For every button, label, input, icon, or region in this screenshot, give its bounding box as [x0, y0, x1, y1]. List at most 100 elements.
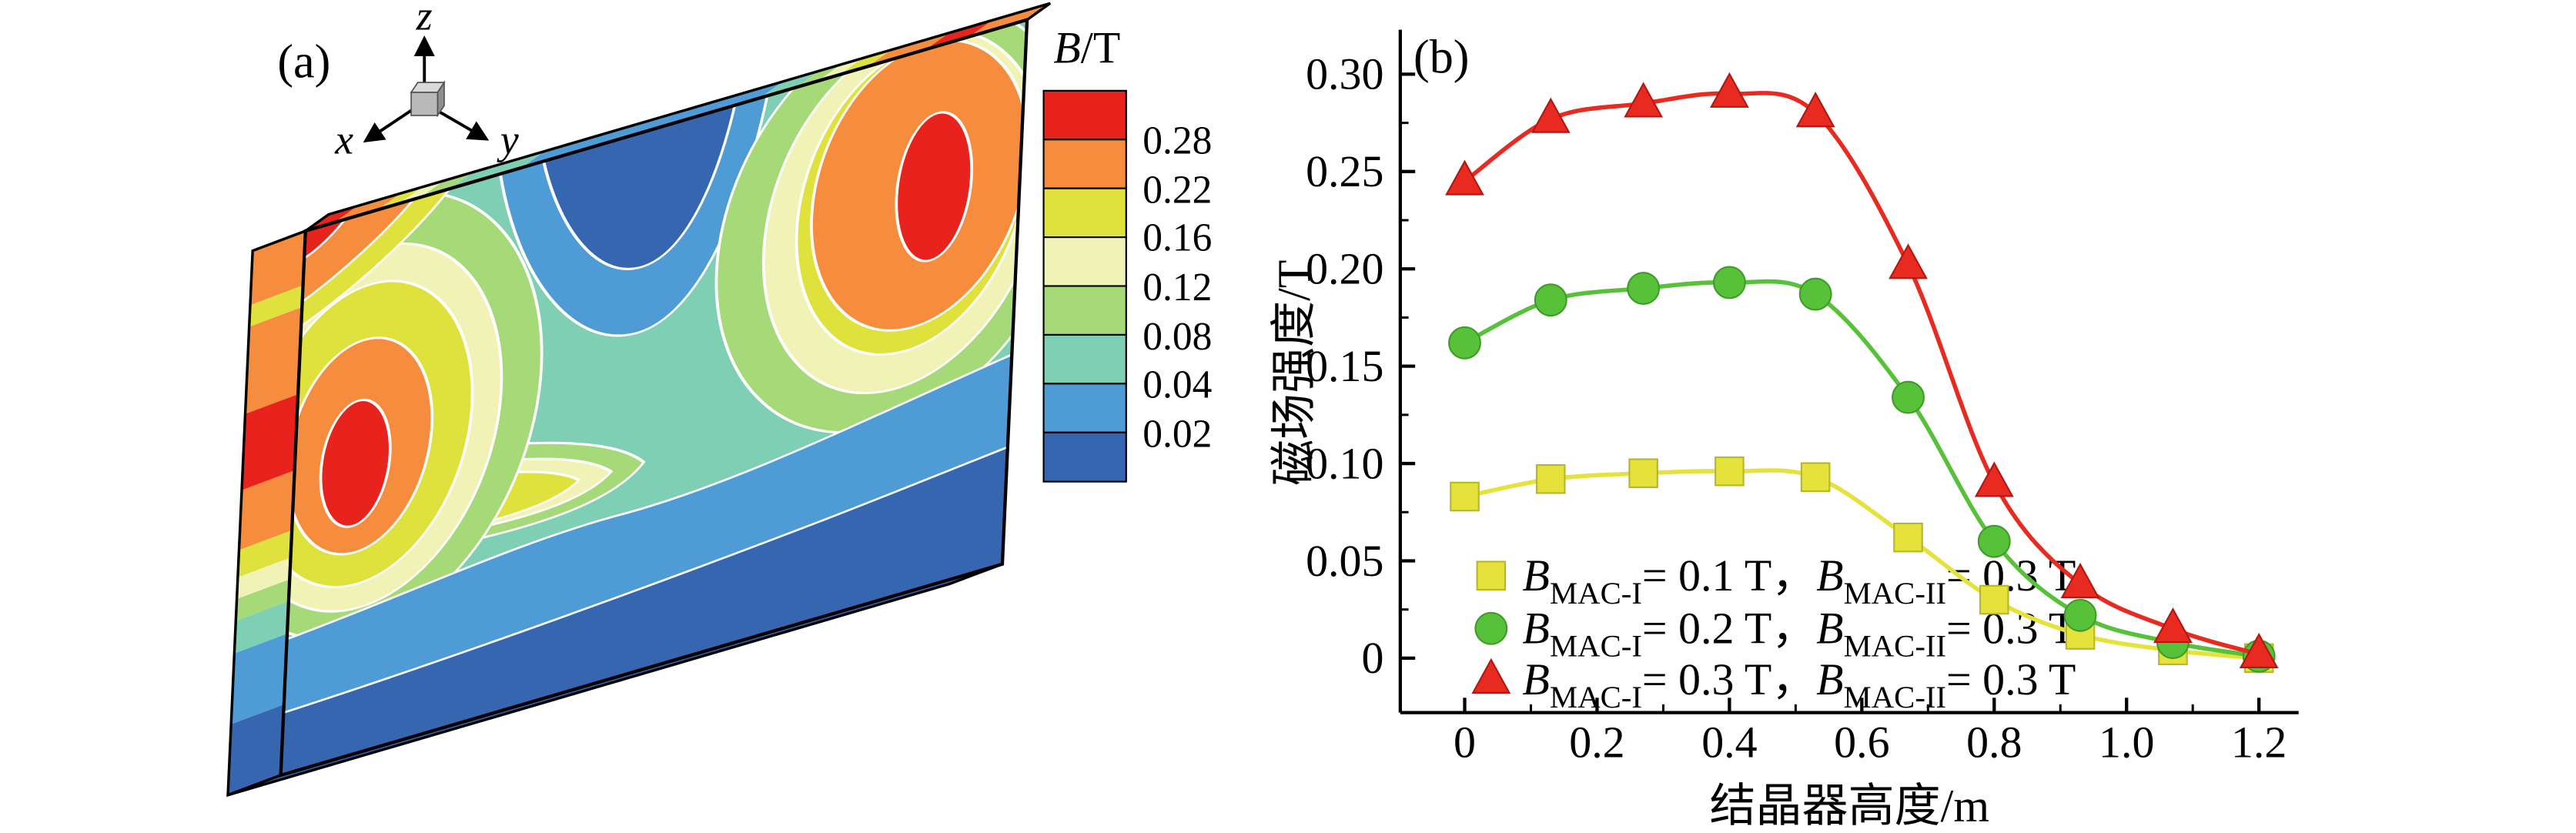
series-marker-2 [2060, 562, 2100, 599]
y-tick-label: 0.05 [1306, 536, 1383, 586]
series-marker-2 [1889, 243, 1928, 279]
series-marker-1 [1798, 277, 1832, 311]
panel-a: (a) z x y [226, 0, 1212, 798]
legend-marker [1471, 657, 1511, 694]
slab-top-face-segment [334, 193, 401, 222]
series-marker-1 [1448, 326, 1481, 360]
panel-b: (b) 磁场强度/T 结晶器高度/m 0 0.2 0.4 0.6 0.8 1.0 1.200… [1269, 29, 2299, 831]
panel-b-label: (b) [1413, 31, 1470, 83]
x-tick-label: 0.2 [1569, 717, 1624, 767]
slab-left-face-segment [249, 230, 306, 306]
colorbar-band-teal [1042, 333, 1127, 385]
series-marker-0 [1893, 522, 1923, 553]
y-tick-label: 0 [1361, 633, 1383, 683]
series-marker-0 [1979, 584, 2009, 615]
colorbar-label: 0.22 [1142, 169, 1212, 212]
legend-label: BMAC-I= 0.3 T，BMAC-II= 0.3 T [1523, 654, 2076, 714]
series-marker-2 [1531, 97, 1571, 133]
slab-top-face-segment [839, 49, 892, 75]
series-marker-2 [1445, 159, 1484, 196]
legend-label: BMAC-I= 0.1 T，BMAC-II= 0.3 T [1523, 550, 2076, 611]
legend-label: BMAC-I= 0.2 T，BMAC-II= 0.3 T [1523, 604, 2076, 664]
y-axis-title: 磁场强度/T [1269, 260, 1320, 486]
series-marker-1 [2063, 598, 2097, 632]
series-marker-0 [1535, 464, 1566, 494]
colorbar-band-yellow [1042, 187, 1127, 239]
contour-slab [226, 2, 1052, 798]
y-axis-arrow [433, 107, 490, 141]
colorbar-band-paleyellow [1042, 236, 1127, 287]
contour-band-top-darkblue [542, 104, 737, 270]
series-marker-1 [1627, 272, 1661, 305]
x-tick-label: 0.6 [1834, 717, 1889, 767]
y-tick-label: 0.15 [1306, 341, 1383, 391]
slab-front-face [280, 19, 1028, 776]
series-marker-2 [2153, 607, 2193, 644]
colorbar-band-lightblue [1042, 383, 1127, 433]
slab-left-face-segment [234, 600, 289, 654]
series-line-2 [1463, 91, 2260, 657]
slab-left-face-segment [239, 470, 295, 550]
colorbar-label: 0.02 [1142, 413, 1212, 457]
colorbar-label: 0.08 [1142, 315, 1212, 359]
colorbar-band-orange [1042, 139, 1127, 189]
x-tick-label: 0.4 [1701, 717, 1757, 767]
slab-top-face-segment [969, 3, 1051, 37]
colorbar-label: 0.04 [1142, 363, 1212, 406]
slab-left-face-segment [236, 579, 290, 621]
slab-top-face-segment [399, 180, 444, 204]
slab-top-face-segment [450, 151, 546, 189]
panel-a-label: (a) [277, 36, 330, 89]
triad-y-label: y [497, 116, 519, 162]
colorbar-label: 0.28 [1142, 119, 1212, 162]
contour-band-bottom-darkblue [280, 446, 1009, 776]
y-tick-label: 0.25 [1306, 146, 1383, 196]
triad-x-label: x [334, 116, 353, 162]
series-marker-1 [1977, 524, 2011, 558]
slab-top-face-segment [760, 71, 820, 99]
triad-cube-icon [410, 80, 446, 118]
x-tick-label: 0 [1454, 717, 1476, 767]
slab-left-face-segment [237, 530, 293, 577]
series-marker-0 [1715, 456, 1745, 487]
slab-top-face [304, 2, 1052, 233]
slab-left-face-segment [231, 634, 287, 724]
slab-top-face-segment [420, 172, 473, 198]
y-tick-label: 0.20 [1306, 244, 1383, 294]
series-marker-1 [1534, 283, 1567, 317]
slab-top-face-segment [521, 81, 784, 168]
slab-top-face-segment [818, 58, 863, 82]
series-marker-2 [1709, 72, 1749, 108]
series-marker-1 [1892, 380, 1925, 414]
slab-left-face-segment [242, 394, 299, 490]
slab-left-face-segment [249, 285, 303, 327]
colorbar-title: B/T [1053, 22, 1120, 72]
slab-left-face-segment [245, 306, 303, 414]
legend-marker [1476, 560, 1507, 591]
series-line-0 [1464, 468, 2260, 661]
series-marker-2 [1624, 82, 1664, 118]
contour-left-red [319, 399, 392, 528]
slab-top-face-segment [305, 206, 358, 231]
colorbar: B/T 0.28 0.22 0.16 0.12 0.08 0.04 0.02 [1042, 22, 1212, 483]
colorbar-title-symbol: B [1053, 22, 1080, 72]
colorbar-band-green [1042, 285, 1127, 336]
series-marker-1 [1712, 266, 1746, 299]
slab-top-face-segment [377, 186, 423, 210]
series-line-1 [1464, 279, 2260, 659]
y-tick-label: 0.10 [1306, 438, 1383, 488]
y-tick-label: 0.30 [1306, 49, 1383, 99]
colorbar-label: 0.16 [1142, 216, 1212, 260]
line-chart: 0 0.2 0.4 0.6 0.8 1.0 1.2 0 0.05 0.10 0.15 0.20 0.25… [1306, 29, 2299, 767]
x-axis-title: 结晶器高度/m [1709, 781, 1989, 831]
axis-triad: z x y [334, 0, 519, 162]
x-tick-label: 1.2 [2231, 717, 2287, 767]
x-tick-label: 0.8 [1966, 717, 2022, 767]
colorbar-band-red [1042, 89, 1127, 141]
slab-top-face-segment [925, 20, 993, 50]
slab-top-face-segment [796, 64, 841, 88]
series-marker-2 [1795, 92, 1835, 128]
slab-front-border [279, 17, 1029, 778]
